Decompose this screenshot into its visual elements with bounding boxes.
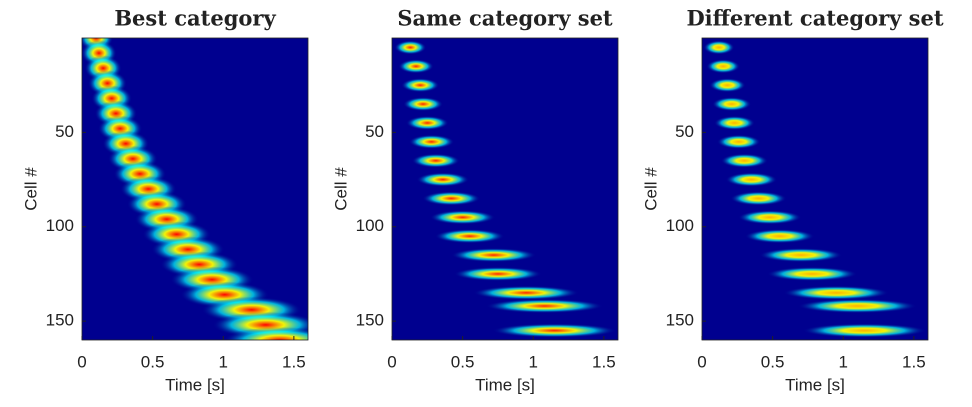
heat-blob [738,210,802,225]
heat-blob [430,210,496,225]
heatmap [703,40,927,338]
x-tick-label: 0.5 [761,352,785,371]
heat-blob [706,59,740,74]
heat-blob [451,248,537,263]
heat-blob [703,40,735,55]
x-tick-label: 1 [839,352,848,371]
heat-blob [725,172,778,187]
heat-blob [422,191,481,206]
heat-blob [802,323,927,338]
y-axis-label: Cell # [331,167,350,211]
x-tick-label: 0 [697,352,706,371]
heat-blob [434,229,505,244]
heat-blob [712,97,752,112]
x-axis-label: Time [s] [165,375,225,394]
y-tick-label: 150 [666,311,694,330]
heat-blob [709,78,746,93]
axes-box [701,37,929,341]
x-axis-label: Time [s] [475,375,535,394]
heat-blob [401,78,440,93]
y-axis-label: Cell # [641,167,660,211]
y-tick-label: 100 [356,216,384,235]
x-tick-label: 0 [387,352,396,371]
x-axis-label: Time [s] [785,375,845,394]
y-tick-label: 50 [675,122,694,141]
heat-blob [411,153,460,168]
heat-blob [398,59,434,74]
heatmap [82,38,308,340]
x-tick-label: 1 [219,352,228,371]
heat-blob [394,40,427,55]
heat-blob [767,266,858,281]
y-tick-label: 50 [365,122,384,141]
axes-box [81,37,309,341]
x-tick-label: 0.5 [451,352,475,371]
heat-blob [730,191,787,206]
y-tick-label: 50 [55,122,74,141]
x-tick-label: 0.5 [141,352,165,371]
y-tick-label: 150 [356,311,384,330]
x-tick-label: 0 [77,352,86,371]
x-tick-label: 1.5 [282,352,306,371]
heat-blob [223,327,308,340]
x-tick-label: 1.5 [592,352,616,371]
axes-box [391,37,619,341]
x-tick-label: 1.5 [902,352,926,371]
y-tick-label: 150 [46,311,74,330]
y-tick-label: 100 [46,216,74,235]
heat-blob [717,134,761,149]
heat-blob [473,285,579,300]
heat-blob [408,134,455,149]
heat-blob [454,266,542,281]
heat-blob [797,299,917,314]
heat-blob [492,323,617,338]
heat-blob [783,285,889,300]
chart-title: Best category [114,6,276,31]
x-tick-label: 1 [529,352,538,371]
heat-blob [714,115,755,130]
heat-blob [744,229,815,244]
chart-title: Different category set [686,6,943,31]
chart-title: Same category set [397,6,613,31]
heat-blob [403,97,443,112]
heat-blob [416,172,470,187]
heat-blob [485,299,604,314]
y-axis-label: Cell # [21,167,40,211]
heat-blob [720,153,768,168]
heat-blob [759,248,843,263]
y-tick-label: 100 [666,216,694,235]
heat-blob [406,115,449,130]
heatmap [394,40,617,338]
